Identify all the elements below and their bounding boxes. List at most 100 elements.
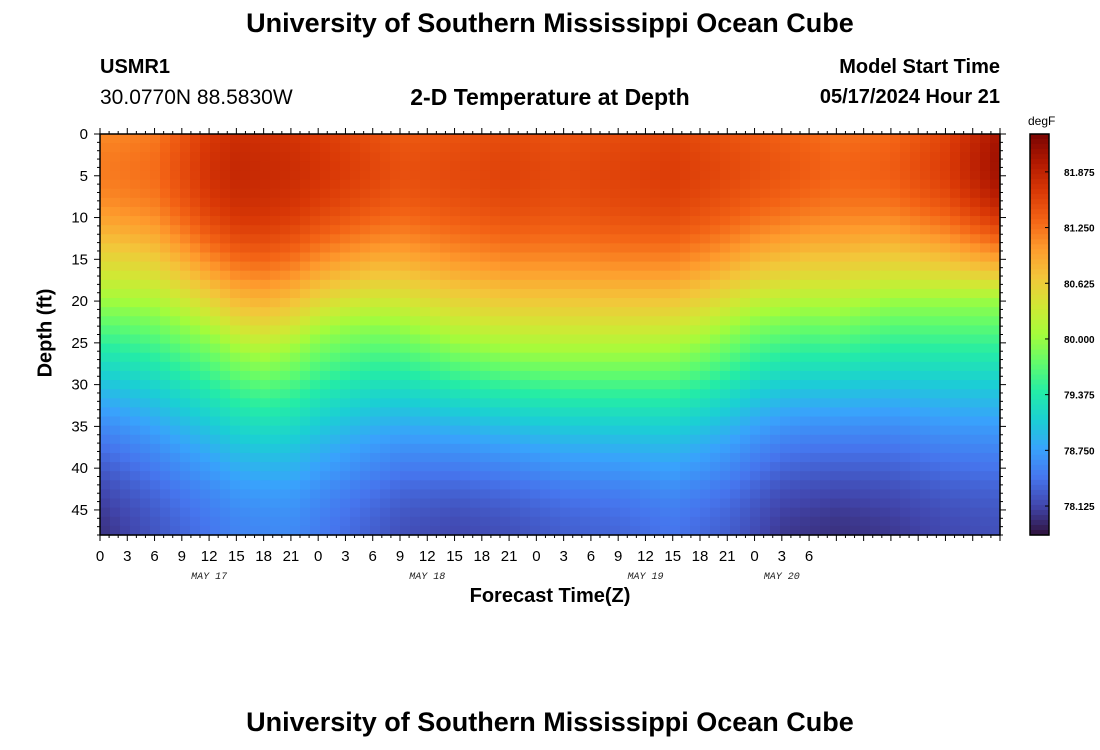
heatmap-cell [380,425,391,436]
heatmap-cell [390,216,401,226]
heatmap-cell [150,416,161,427]
heatmap-cell [990,443,1001,454]
heatmap-cell [110,161,121,172]
heatmap-cell [110,134,121,144]
heatmap-cell [840,452,851,463]
heatmap-cell [930,179,941,190]
heatmap-cell [240,307,251,317]
heatmap-cell [420,261,431,272]
heatmap-cell [850,462,861,472]
heatmap-cell [910,307,921,317]
heatmap-cell [870,298,881,308]
heatmap-cell [680,489,691,500]
heatmap-cell [400,343,411,354]
heatmap-cell [390,252,401,263]
heatmap-cell [640,498,651,509]
heatmap-cell [210,489,221,500]
heatmap-cell [870,489,881,500]
heatmap-cell [520,507,531,518]
heatmap-cell [650,434,661,445]
heatmap-cell [820,398,831,409]
heatmap-cell [700,161,711,172]
heatmap-cell [610,425,621,436]
heatmap-cell [810,434,821,445]
heatmap-cell [800,206,811,217]
heatmap-cell [900,261,911,272]
heatmap-cell [970,489,981,500]
heatmap-cell [830,225,841,235]
heatmap-cell [330,206,341,217]
heatmap-cell [510,370,521,381]
heatmap-cell [540,425,551,436]
heatmap-cell [500,361,511,372]
heatmap-cell [560,525,571,536]
heatmap-cell [510,334,521,345]
heatmap-cell [990,134,1001,144]
heatmap-cell [750,325,761,336]
heatmap-cell [330,361,341,372]
heatmap-cell [910,516,921,527]
heatmap-cell [250,398,261,409]
heatmap-cell [700,270,711,281]
heatmap-cell [860,507,871,518]
heatmap-cell [840,507,851,518]
heatmap-cell [190,288,201,299]
x-tick-label: 15 [664,548,681,565]
heatmap-cell [520,234,531,244]
heatmap-cell [780,334,791,345]
heatmap-cell [230,343,241,354]
heatmap-cell [360,197,371,208]
heatmap-cell [410,352,421,363]
heatmap-cell [120,398,131,409]
heatmap-cell [670,361,681,372]
heatmap-cell [370,516,381,527]
heatmap-cell [280,188,291,199]
heatmap-cell [530,134,541,144]
heatmap-cell [250,134,261,144]
heatmap-cell [820,370,831,381]
colorbar-segment [1030,194,1049,200]
heatmap-cell [930,416,941,427]
heatmap-cell [460,316,471,326]
heatmap-cell [620,370,631,381]
heatmap-cell [670,370,681,381]
heatmap-cell [760,343,771,354]
heatmap-cell [710,152,721,162]
heatmap-cell [730,370,741,381]
heatmap-cell [700,334,711,345]
heatmap-cell [520,288,531,299]
heatmap-cell [980,434,991,445]
heatmap-cell [340,525,351,536]
heatmap-cell [320,416,331,427]
heatmap-cell [970,143,981,153]
heatmap-cell [230,325,241,336]
heatmap-cell [850,170,861,181]
heatmap-cell [290,134,301,144]
heatmap-cell [880,398,891,409]
heatmap-cell [360,143,371,153]
heatmap-cell [530,288,541,299]
heatmap-cell [420,334,431,345]
heatmap-cell [850,498,861,509]
colorbar-segment [1030,479,1049,486]
heatmap-cell [330,498,341,509]
heatmap-cell [560,316,571,326]
heatmap-cell [790,471,801,481]
heatmap-cell [920,416,931,427]
heatmap-cell [140,462,151,472]
heatmap-cell [370,352,381,363]
heatmap-cell [200,498,211,509]
heatmap-cell [780,161,791,172]
heatmap-cell [770,179,781,190]
heatmap-cell [540,188,551,199]
heatmap-cell [620,452,631,463]
heatmap-cell [630,279,641,290]
heatmap-cell [820,152,831,162]
heatmap-cell [290,316,301,326]
heatmap-cell [300,343,311,354]
heatmap-cell [880,325,891,336]
heatmap-cell [300,143,311,153]
heatmap-cell [250,261,261,272]
heatmap-cell [560,416,571,427]
heatmap-cell [330,143,341,153]
